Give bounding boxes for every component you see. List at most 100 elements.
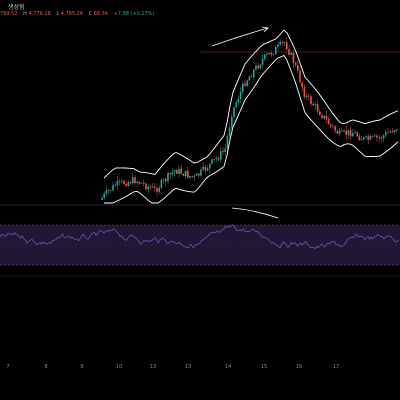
candle-body (303, 87, 306, 97)
bollinger-upper (103, 29, 399, 179)
trend-arrow-up-head (261, 26, 269, 33)
candle-body (301, 82, 303, 88)
candle-body (116, 180, 119, 186)
candle-body (323, 115, 325, 119)
candle-body (369, 135, 372, 140)
x-axis-label: 9 (80, 364, 84, 370)
candle-body (151, 186, 154, 188)
candle-body (176, 170, 178, 174)
candle-body (132, 177, 134, 184)
candle-body (154, 186, 156, 189)
candle-body (171, 172, 174, 175)
candle-body (310, 96, 312, 104)
candle-body (231, 117, 233, 128)
candle-body (114, 184, 116, 186)
candle-body (118, 180, 121, 182)
candle-body (268, 53, 270, 55)
candle-body (367, 136, 369, 140)
candle-body (279, 41, 281, 45)
candle-body (371, 135, 374, 137)
candle-body (248, 76, 251, 81)
candle-body (220, 151, 222, 160)
candle-body (173, 170, 176, 173)
candle-body (127, 182, 130, 187)
candle-body (134, 177, 136, 184)
candle-body (195, 173, 198, 176)
candle-body (343, 130, 345, 132)
candle-body (169, 173, 171, 175)
candle-body (358, 136, 361, 141)
change-value: +7.98 (+0.17%) (113, 11, 155, 17)
candle-body (261, 58, 264, 65)
candle-body (250, 76, 253, 78)
candle-body (266, 54, 268, 55)
candle-body (325, 115, 328, 120)
x-axis-label: 13 (184, 364, 192, 370)
candle-body (297, 65, 299, 71)
candle-body (206, 168, 209, 171)
bollinger-bands (103, 29, 399, 204)
close-label: C (88, 11, 93, 17)
candle-body (281, 41, 284, 43)
candle-body (156, 188, 158, 192)
candle-body (215, 158, 218, 160)
candle-body (112, 184, 114, 191)
candle-body (396, 129, 398, 131)
candle-body (330, 124, 332, 126)
candle-body (387, 132, 389, 134)
low-label: L (56, 11, 60, 17)
candle-body (103, 193, 105, 198)
x-axis-label: 17 (332, 364, 340, 370)
candle-body (193, 175, 196, 177)
candle-body (180, 168, 182, 174)
candle-body (123, 180, 125, 185)
candle-body (332, 125, 334, 127)
candle-body (198, 173, 200, 176)
candle-body (347, 130, 350, 135)
candle-body (391, 131, 394, 133)
candle-body (308, 95, 310, 97)
candle-body (242, 83, 244, 92)
x-axis-label: 14 (224, 364, 232, 370)
candle-body (316, 104, 319, 112)
candle-body (211, 159, 213, 164)
candle-body (167, 173, 169, 182)
candle-body (338, 130, 341, 134)
candle-body (228, 127, 231, 137)
candle-body (352, 133, 354, 137)
candle-body (204, 166, 207, 171)
candle-body (143, 182, 145, 184)
open-value: 799.52 (0, 11, 18, 17)
candle-body (253, 69, 255, 78)
candle-body (312, 103, 314, 106)
candle-body (107, 190, 110, 192)
candle-body (121, 180, 123, 182)
candle-body (160, 179, 163, 188)
candle-body (292, 52, 295, 64)
candle-body (299, 70, 301, 83)
candle-body (246, 80, 248, 86)
candle-body (105, 190, 108, 194)
high-label: H (23, 11, 27, 17)
x-axis-label: 10 (115, 364, 123, 370)
candle-body (138, 181, 141, 184)
rsi-line-group (0, 224, 399, 250)
rsi-line (0, 224, 399, 250)
ohlc-values: 799.52 H 4,776.18 L 4,785.24 C 66.34 +7.… (0, 11, 158, 17)
candle-body (110, 190, 112, 192)
low-value: 4,785.24 (60, 11, 83, 17)
candle-body (239, 91, 242, 100)
candle-body (389, 131, 391, 133)
candle-body (224, 148, 226, 152)
candle-body (191, 175, 193, 177)
candle-body (129, 182, 132, 184)
candle-body (222, 151, 224, 152)
candle-body (187, 170, 189, 178)
candle-body (365, 136, 367, 138)
candle-body (356, 132, 358, 137)
bollinger-lower (104, 54, 399, 204)
candle-body (213, 159, 215, 160)
candle-body (382, 135, 385, 139)
candle-body (290, 52, 292, 55)
